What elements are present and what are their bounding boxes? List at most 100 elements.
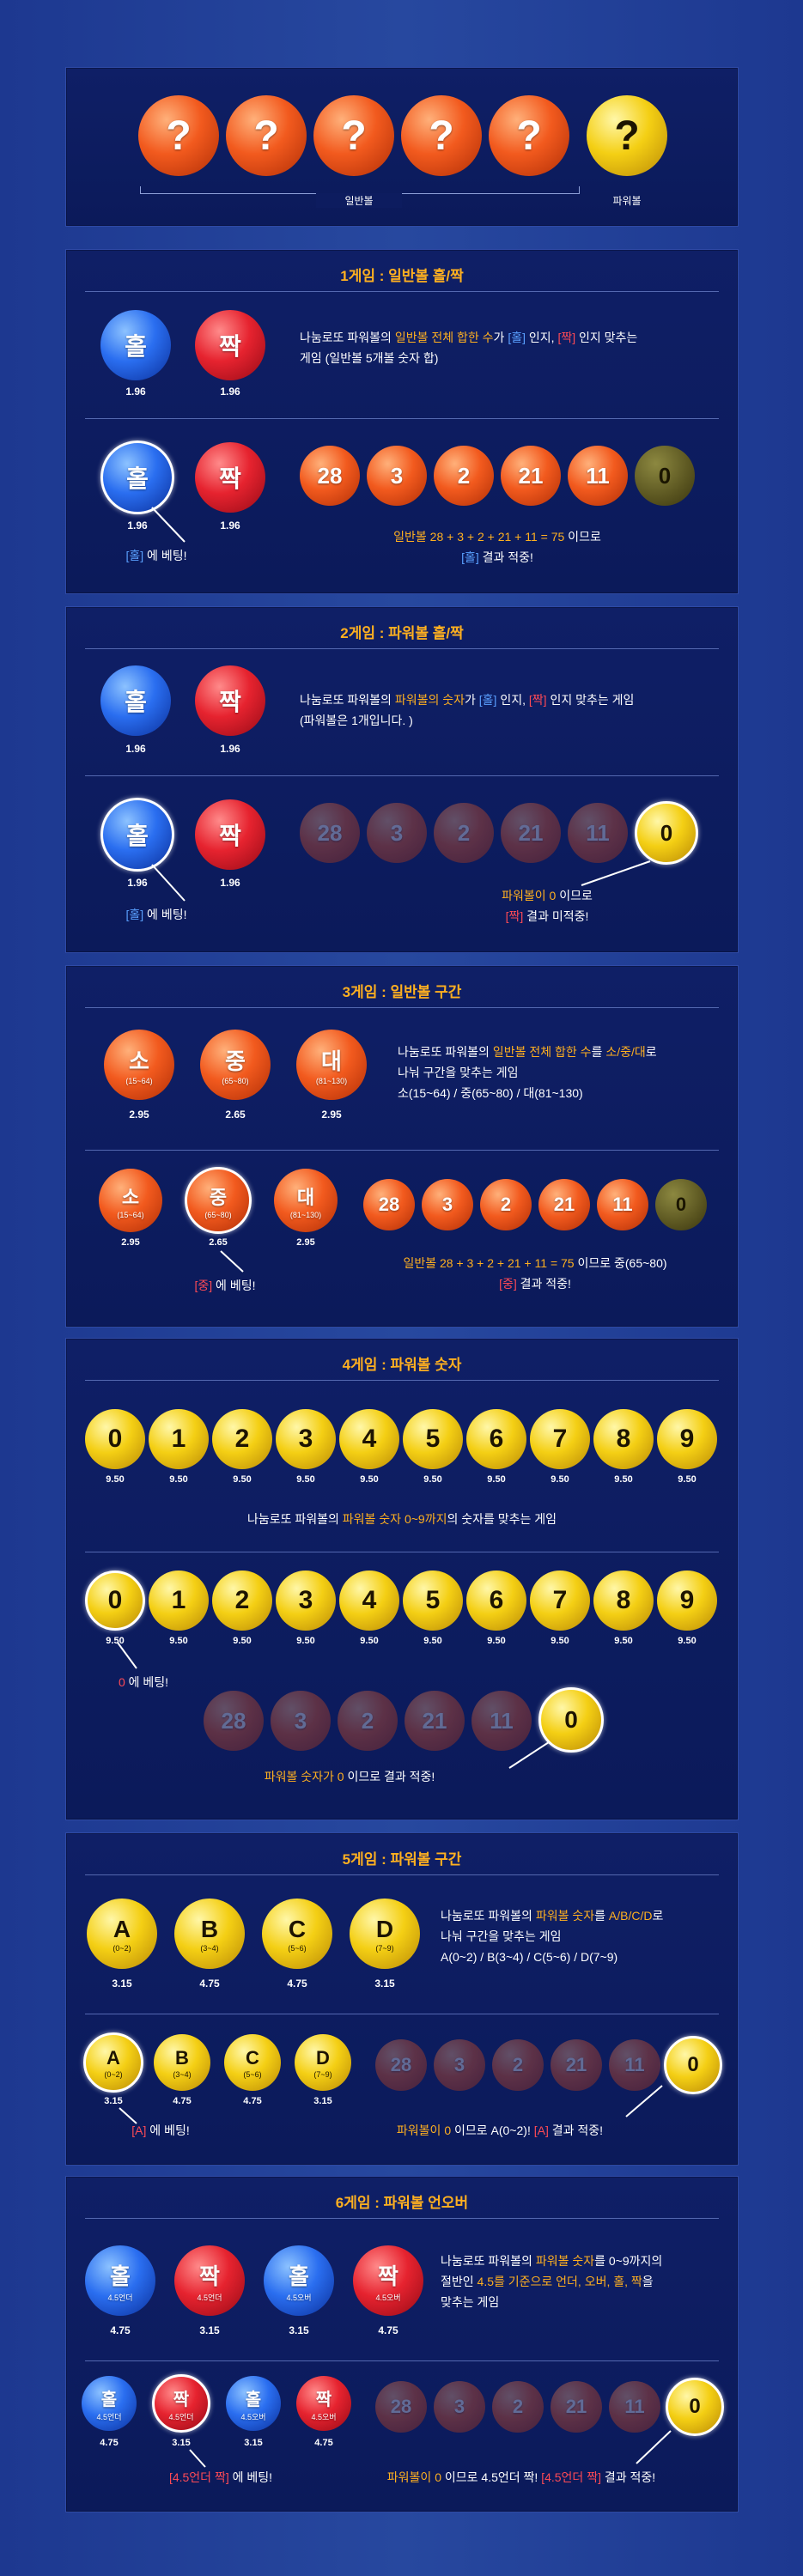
range-d-odds: 3.15 xyxy=(374,1978,395,1990)
range-a-odds: 3.15 xyxy=(104,2096,123,2106)
number-ball-3: 2 xyxy=(434,446,494,506)
text: 짝 xyxy=(173,2390,190,2409)
digit-odds: 9.50 xyxy=(106,1474,125,1485)
digit-ball-7: 7 xyxy=(530,1571,590,1631)
mystery-power-ball: ? xyxy=(587,95,667,176)
digit-ball-3: 3 xyxy=(276,1571,336,1631)
text: 대 xyxy=(296,1186,315,1208)
text: 결과 적중! xyxy=(516,1277,571,1291)
text: 이므로 A(0~2)! xyxy=(451,2123,534,2137)
text: [4.5언더 짝] xyxy=(541,2470,601,2484)
digit-ball-5: 5 xyxy=(403,1409,463,1469)
result-note: 일반볼 28 + 3 + 2 + 21 + 11 = 75 이므로 [홀] 결과 … xyxy=(300,526,695,568)
text: 파워볼 숫자가 0 xyxy=(264,1770,344,1783)
text: D xyxy=(316,2046,330,2069)
digit-ball-0-selected: 0 xyxy=(85,1571,145,1631)
digit-odds: 9.50 xyxy=(614,1636,633,1646)
text: 4.5오버 xyxy=(375,2293,401,2302)
digit-odds: 9.50 xyxy=(233,1474,252,1485)
game4-title: 4게임 : 파워볼 숫자 xyxy=(342,1357,462,1373)
number-ball-5: 11 xyxy=(568,803,628,863)
number-ball-1: 28 xyxy=(204,1691,264,1751)
text: 4.5를 기준으로 언더, 오버, 홀, 짝 xyxy=(477,2275,642,2288)
game1-title: 1게임 : 일반볼 홀/짝 xyxy=(340,268,464,284)
text: 4.5언더 xyxy=(96,2412,122,2421)
number-ball-5: 11 xyxy=(597,1179,648,1230)
divider xyxy=(85,2360,719,2361)
number-ball-2: 3 xyxy=(367,803,427,863)
text: 파워볼 숫자 0~9까지 xyxy=(342,1512,447,1526)
text: [A] xyxy=(131,2123,147,2137)
game1-description: 나눔로또 파워볼의 일반볼 전체 합한 수가 [홀] 인지, [짝] 인지 맞추… xyxy=(300,327,712,368)
divider xyxy=(85,291,719,292)
divider xyxy=(85,418,719,419)
odd-odds: 1.96 xyxy=(125,386,146,398)
medium-ball-selected: 중 (65~80) xyxy=(185,1167,252,1234)
text: 짝 xyxy=(199,2263,220,2289)
power-ball-dim: 0 xyxy=(635,446,695,506)
digit-ball-4: 4 xyxy=(339,1409,399,1469)
text: C xyxy=(288,1915,307,1942)
number-ball-5: 11 xyxy=(609,2039,660,2091)
text: 를 xyxy=(591,1045,606,1059)
text: 맞추는 게임 xyxy=(441,2295,500,2309)
text: 소 xyxy=(129,1048,149,1074)
range-c-odds: 4.75 xyxy=(287,1978,307,1990)
mystery-ball-4: ? xyxy=(401,95,482,176)
text: 0 xyxy=(118,1675,125,1689)
text: 4.5오버 xyxy=(311,2412,337,2421)
text: A(0~2) / B(3~4) / C(5~6) / D(7~9) xyxy=(441,1950,618,1964)
even-odds: 1.96 xyxy=(220,519,240,532)
text: 에 베팅! xyxy=(146,2123,190,2137)
range-c-ball: C (5~6) xyxy=(224,2034,281,2091)
odd-under-ball: 홀 4.5언더 xyxy=(82,2376,137,2431)
digit-odds: 9.50 xyxy=(423,1636,442,1646)
text: [홀] xyxy=(478,693,497,707)
game5-title: 5게임 : 파워볼 구간 xyxy=(342,1851,462,1868)
game1-panel: 1게임 : 일반볼 홀/짝 홀 짝 1.96 1.96 나눔로또 파워볼의 일반… xyxy=(65,249,739,594)
divider xyxy=(85,1874,719,1875)
bet-note: [홀] 에 베팅! xyxy=(75,547,238,564)
number-ball-3: 2 xyxy=(492,2381,544,2433)
large-odds: 2.95 xyxy=(321,1109,342,1121)
pointer-lines xyxy=(189,2430,672,2468)
text: 이므로 결과 적중! xyxy=(344,1770,435,1783)
text: (81~130) xyxy=(315,1077,348,1085)
divider xyxy=(85,1150,719,1151)
game2-title: 2게임 : 파워볼 홀/짝 xyxy=(340,625,464,641)
small-ball: 소 (15~64) xyxy=(104,1030,174,1100)
small-ball: 소 (15~64) xyxy=(99,1169,162,1232)
text: (15~64) xyxy=(117,1210,144,1219)
number-ball-1: 28 xyxy=(300,446,360,506)
text: 파워볼의 숫자 xyxy=(394,693,465,707)
digit-odds: 9.50 xyxy=(678,1636,697,1646)
number-ball-2: 3 xyxy=(434,2381,485,2433)
medium-ball: 중 (65~80) xyxy=(200,1030,271,1100)
text: 소(15~64) / 중(65~80) / 대(81~130) xyxy=(398,1086,583,1100)
power-ball-selected: 0 xyxy=(666,2378,724,2436)
bet-note: [A] 에 베팅! xyxy=(83,2122,238,2139)
number-ball-4: 21 xyxy=(501,803,561,863)
range-d-ball: D (7~9) xyxy=(350,1899,420,1969)
text: 중 xyxy=(209,1186,228,1208)
text: 일반볼 28 + 3 + 2 + 21 + 11 = 75 xyxy=(393,530,565,544)
text: 4.5언더 xyxy=(197,2293,222,2302)
odd-ball-selected: 홀 xyxy=(100,440,174,514)
text: (0~2) xyxy=(113,1943,131,1953)
result-note: 파워볼이 0 이므로 [짝] 결과 미적중! xyxy=(435,885,659,927)
bet-note: 0 에 베팅! xyxy=(83,1674,204,1691)
text: 인지 맞추는 게임 xyxy=(546,693,635,707)
digit-odds: 9.50 xyxy=(551,1474,569,1485)
digit-odds: 9.50 xyxy=(296,1636,315,1646)
text: 이므로 중(65~80) xyxy=(574,1256,667,1270)
number-ball-5: 11 xyxy=(609,2381,660,2433)
mystery-ball-3: ? xyxy=(313,95,394,176)
range-b-ball: B (3~4) xyxy=(154,2034,210,2091)
text: (65~80) xyxy=(204,1210,232,1219)
text: [짝] xyxy=(528,693,547,707)
text: 중 xyxy=(225,1048,246,1074)
odd-odds: 1.96 xyxy=(127,877,148,889)
text: [중] xyxy=(499,1277,517,1291)
small-odds: 2.95 xyxy=(121,1237,140,1248)
text: 4.5언더 xyxy=(107,2293,133,2302)
